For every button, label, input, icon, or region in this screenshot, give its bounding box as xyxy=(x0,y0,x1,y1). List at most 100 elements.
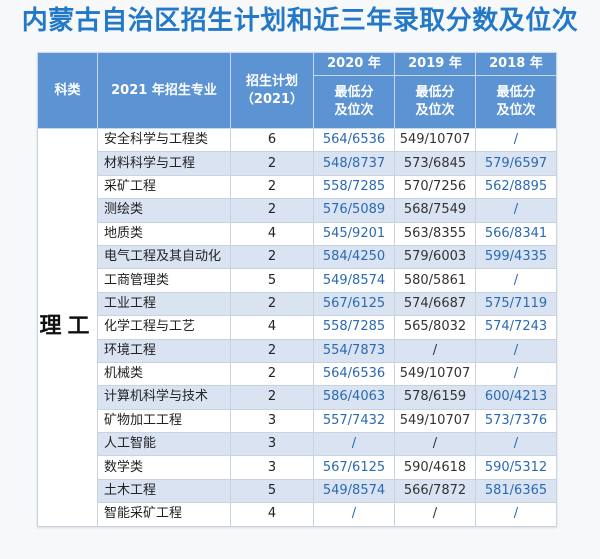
score-cell-2019: 565/8032 xyxy=(394,315,476,340)
plan-cell: 3 xyxy=(230,408,314,434)
score-cell-2018: 579/6597 xyxy=(475,151,557,176)
plan-cell: 2 xyxy=(230,291,314,317)
score-cell-2019: 573/6845 xyxy=(394,151,476,176)
major-cell: 地质类 xyxy=(97,221,231,246)
score-cell-2018: 566/8341 xyxy=(475,221,557,246)
table-row: 材料科学与工程 2 548/8737 573/6845 579/6597 xyxy=(38,151,557,176)
major-cell: 采矿工程 xyxy=(97,174,231,200)
admission-table: 科类 2021 年招生专业 招生计划 （2021） 2020 年 2019 年 … xyxy=(37,52,557,527)
score-cell-2019: 563/8355 xyxy=(394,221,476,246)
score-cell-2018: / xyxy=(475,198,557,223)
header-score-line1: 最低分 xyxy=(496,85,536,100)
score-cell-2020: 557/7432 xyxy=(313,408,395,434)
major-cell: 工商管理类 xyxy=(97,268,231,293)
plan-cell: 2 xyxy=(230,151,314,176)
major-cell: 数学类 xyxy=(97,455,231,480)
major-cell: 智能采矿工程 xyxy=(97,502,231,527)
score-cell-2018: 590/5312 xyxy=(475,455,557,480)
score-cell-2020: 558/7285 xyxy=(313,174,395,200)
score-cell-2018: 562/8895 xyxy=(475,174,557,200)
score-cell-2019: / xyxy=(394,502,476,527)
score-cell-2018: / xyxy=(475,127,557,153)
table-row: 电气工程及其自动化 2 584/4250 579/6003 599/4335 xyxy=(38,244,557,270)
header-score-2018: 最低分 及位次 xyxy=(475,75,557,129)
score-cell-2019: 579/6003 xyxy=(394,244,476,270)
score-cell-2018: / xyxy=(475,338,557,363)
plan-cell: 2 xyxy=(230,338,314,363)
score-cell-2020: 558/7285 xyxy=(313,315,395,340)
table-body: 理工 安全科学与工程类 6 564/6536 549/10707/材料科学与工程 2 548… xyxy=(37,127,557,527)
plan-cell: 5 xyxy=(230,478,314,504)
major-cell: 电气工程及其自动化 xyxy=(97,244,231,270)
header-year-2020: 2020 年 xyxy=(313,52,395,76)
table-row: 工商管理类 5 549/8574 580/5861/ xyxy=(38,268,557,293)
major-cell: 机械类 xyxy=(97,361,231,387)
score-cell-2020: 576/5089 xyxy=(313,198,395,223)
major-cell: 化学工程与工艺 xyxy=(97,315,231,340)
score-cell-2020: / xyxy=(313,502,395,527)
header-year-2019: 2019 年 xyxy=(394,52,476,76)
score-cell-2020: / xyxy=(313,432,395,457)
score-cell-2020: 545/9201 xyxy=(313,221,395,246)
score-cell-2020: 554/7873 xyxy=(313,338,395,363)
score-cell-2019: 549/10707 xyxy=(394,361,476,387)
score-cell-2018: 575/7119 xyxy=(475,291,557,317)
score-cell-2018: / xyxy=(475,268,557,293)
table-row: 智能采矿工程 4// / xyxy=(38,502,557,527)
score-cell-2020: 564/6536 xyxy=(313,127,395,153)
score-cell-2019: 568/7549 xyxy=(394,198,476,223)
score-cell-2018: 600/4213 xyxy=(475,385,557,410)
score-cell-2018: / xyxy=(475,361,557,387)
plan-cell: 2 xyxy=(230,244,314,270)
score-cell-2019: 570/7256 xyxy=(394,174,476,200)
score-cell-2020: 567/6125 xyxy=(313,291,395,317)
table-row: 机械类 2 564/6536 549/10707/ xyxy=(38,361,557,387)
score-cell-2018: / xyxy=(475,502,557,527)
score-cell-2018: 581/6365 xyxy=(475,478,557,504)
table-row: 数学类 3 567/6125 590/4618 590/5312 xyxy=(38,455,557,480)
table-row: 人工智能 3// / xyxy=(38,432,557,457)
plan-cell: 2 xyxy=(230,385,314,410)
plan-cell: 5 xyxy=(230,268,314,293)
major-cell: 矿物加工工程 xyxy=(97,408,231,434)
major-cell: 安全科学与工程类 xyxy=(97,127,231,153)
plan-cell: 3 xyxy=(230,432,314,457)
header-score-line2: 及位次 xyxy=(334,103,374,118)
plan-cell: 2 xyxy=(230,198,314,223)
header-year-2018: 2018 年 xyxy=(475,52,557,76)
major-cell: 计算机科学与技术 xyxy=(97,385,231,410)
plan-cell: 3 xyxy=(230,455,314,480)
score-cell-2019: / xyxy=(394,338,476,363)
header-kelei: 科类 xyxy=(37,52,98,129)
table-row: 工业工程 2 567/6125 574/6687 575/7119 xyxy=(38,291,557,317)
score-cell-2018: 573/7376 xyxy=(475,408,557,434)
major-cell: 环境工程 xyxy=(97,338,231,363)
score-cell-2019: 574/6687 xyxy=(394,291,476,317)
plan-cell: 6 xyxy=(230,127,314,153)
table-row: 地质类 4 545/9201 563/8355 566/8341 xyxy=(38,221,557,246)
table-row: 矿物加工工程 3 557/7432 549/10707 573/7376 xyxy=(38,408,557,434)
score-cell-2020: 567/6125 xyxy=(313,455,395,480)
score-cell-2018: / xyxy=(475,432,557,457)
score-cell-2018: 574/7243 xyxy=(475,315,557,340)
header-plan-line1: 招生计划 xyxy=(245,73,298,89)
table-row: 测绘类 2 576/5089 568/7549/ xyxy=(38,198,557,223)
major-cell: 土木工程 xyxy=(97,478,231,504)
header-plan: 招生计划 （2021） xyxy=(230,52,314,129)
header-plan-line2: （2021） xyxy=(240,91,304,107)
score-cell-2019: / xyxy=(394,432,476,457)
plan-cell: 4 xyxy=(230,502,314,527)
plan-cell: 4 xyxy=(230,315,314,340)
score-cell-2019: 578/6159 xyxy=(394,385,476,410)
plan-cell: 2 xyxy=(230,361,314,387)
kelei-cell: 理工 xyxy=(37,128,98,527)
score-cell-2020: 584/4250 xyxy=(313,244,395,270)
plan-cell: 2 xyxy=(230,174,314,200)
score-cell-2020: 549/8574 xyxy=(313,268,395,293)
header-score-line1: 最低分 xyxy=(334,85,374,100)
header-major: 2021 年招生专业 xyxy=(97,52,231,129)
header-score-2019: 最低分 及位次 xyxy=(394,75,476,129)
score-cell-2019: 549/10707 xyxy=(394,408,476,434)
major-cell: 测绘类 xyxy=(97,198,231,223)
score-cell-2019: 549/10707 xyxy=(394,127,476,153)
